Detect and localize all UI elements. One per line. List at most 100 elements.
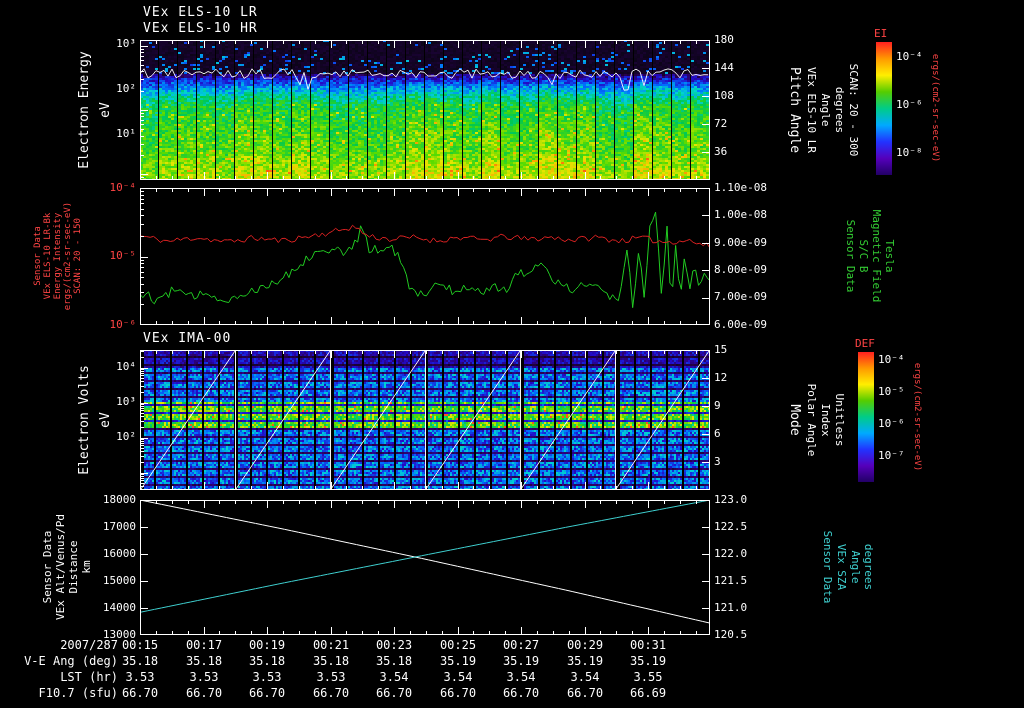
intensity-bfield-plot-canvas xyxy=(140,188,710,325)
colorbar2-tick: 10⁻⁷ xyxy=(878,449,905,462)
p4-yaxis-label: VEx Alt/Venus/Pd xyxy=(54,514,67,620)
p2-y2tick: 9.00e-09 xyxy=(714,236,767,249)
time-label: 00:27 xyxy=(502,638,540,652)
p4-y2tick: 122.5 xyxy=(714,520,748,533)
annotation-value: 35.18 xyxy=(121,654,159,668)
p1-y2axis-label: VEx ELS-10 LR xyxy=(805,66,818,154)
p2-y2axis-label: Sensor Data xyxy=(844,219,857,293)
p2-yaxis-label: Sensor Data xyxy=(33,226,43,286)
p4-ytick: 14000 xyxy=(102,601,136,614)
p1-ytick: 10² xyxy=(116,82,136,95)
annotation-value: 66.70 xyxy=(439,686,477,700)
time-label: 00:19 xyxy=(248,638,286,652)
p3-y2tick: 6 xyxy=(714,427,721,440)
time-label: 00:31 xyxy=(629,638,667,652)
annotation-value: 35.19 xyxy=(439,654,477,668)
annotation-value: 35.18 xyxy=(248,654,286,668)
p4-ytick: 13000 xyxy=(102,628,136,641)
p2-y2axis-label: S/C B xyxy=(857,239,870,273)
annotation-value: 3.55 xyxy=(633,670,663,684)
annotation-value: 35.19 xyxy=(566,654,604,668)
annotation-value: 66.70 xyxy=(502,686,540,700)
p2-y2tick: 7.00e-09 xyxy=(714,290,767,303)
p1-y2tick: 36 xyxy=(714,145,728,158)
annotation-value: 3.54 xyxy=(443,670,473,684)
colorbar1-title: EI xyxy=(874,27,888,40)
annotation-value: 35.19 xyxy=(629,654,667,668)
panel3-title: VEx IMA-00 xyxy=(143,331,232,346)
time-label: 00:15 xyxy=(121,638,159,652)
colorbar2 xyxy=(858,352,874,482)
els-spectrogram-canvas xyxy=(140,40,710,180)
annotation-value: 3.53 xyxy=(252,670,282,684)
annotation-value: 3.54 xyxy=(506,670,536,684)
annotation-value: 35.18 xyxy=(375,654,413,668)
p2-yaxis-label: SCAN: 20 - 150 xyxy=(73,218,83,294)
p2-yaxis-label: Energy Intensity xyxy=(53,212,63,300)
p4-y2tick: 121.5 xyxy=(714,574,748,587)
time-label: 00:17 xyxy=(185,638,223,652)
panel1-title-hr: VEx ELS-10 HR xyxy=(143,21,258,36)
time-label: 00:21 xyxy=(312,638,350,652)
annotation-row-label: V-E Ang (deg) xyxy=(24,654,118,668)
p3-yaxis-unit: eV xyxy=(98,412,113,428)
p2-ytick: 10⁻⁵ xyxy=(109,249,137,262)
p3-y2tick: 15 xyxy=(714,343,728,356)
annotation-value: 3.53 xyxy=(125,670,155,684)
annotation-value: 35.18 xyxy=(312,654,350,668)
colorbar1-tick: 10⁻⁴ xyxy=(896,50,923,63)
p3-yaxis-label: Electron Volts xyxy=(77,365,92,475)
annotation-value: 66.70 xyxy=(185,686,223,700)
annotation-row-label: F10.7 (sfu) xyxy=(38,686,118,700)
colorbar1 xyxy=(876,42,892,175)
p3-y2axis-label: Unitless xyxy=(833,393,846,447)
p4-y2axis-label: VEx SZA xyxy=(835,543,848,591)
annotation-value: 66.70 xyxy=(248,686,286,700)
annotation-value: 66.70 xyxy=(375,686,413,700)
annotation-value: 3.54 xyxy=(570,670,600,684)
p1-y2tick: 180 xyxy=(714,33,734,46)
colorbar1-tick: 10⁻⁶ xyxy=(896,98,923,111)
p1-y2axis-label: SCAN: 20 - 300 xyxy=(847,63,860,157)
annotation-value: 35.18 xyxy=(185,654,223,668)
annotation-value: 35.19 xyxy=(502,654,540,668)
p1-y2tick: 108 xyxy=(714,89,734,102)
p4-yaxis-label: Sensor Data xyxy=(41,530,54,604)
p3-y2tick: 3 xyxy=(714,455,721,468)
date-label: 2007/287 xyxy=(60,638,118,652)
annotation-value: 3.53 xyxy=(189,670,219,684)
p4-y2tick: 123.0 xyxy=(714,493,748,506)
annotation-value: 66.70 xyxy=(121,686,159,700)
p1-y2axis-label: degrees xyxy=(833,86,846,134)
colorbar2-tick: 10⁻⁴ xyxy=(878,353,905,366)
annotation-value: 3.53 xyxy=(316,670,346,684)
p1-y2axis-label: Angle xyxy=(819,93,832,127)
annotation-row-label: LST (hr) xyxy=(60,670,118,684)
p4-y2axis-label: degrees xyxy=(862,543,875,591)
p2-y2tick: 1.10e-08 xyxy=(714,181,767,194)
p2-y2tick: 1.00e-08 xyxy=(714,208,767,221)
p4-y2tick: 121.0 xyxy=(714,601,748,614)
p2-y2tick: 8.00e-09 xyxy=(714,263,767,276)
p2-y2axis-label: Tesla xyxy=(883,239,896,273)
p1-y2axis-label: Pitch Angle xyxy=(787,66,802,154)
p3-y2axis-label: Mode xyxy=(787,404,802,436)
p4-yaxis-label: km xyxy=(80,560,93,574)
p1-y2tick: 72 xyxy=(714,117,728,130)
annotation-value: 66.69 xyxy=(629,686,667,700)
p4-ytick: 18000 xyxy=(102,493,136,506)
p2-yaxis-label: ergs/(cm2-sr-sec-eV) xyxy=(63,201,73,311)
p1-yaxis-label: Electron Energy xyxy=(77,51,92,169)
p2-y2axis-label: Magnetic Field xyxy=(870,209,883,303)
colorbar2-tick: 10⁻⁶ xyxy=(878,417,905,430)
time-label: 00:29 xyxy=(566,638,604,652)
p1-yaxis-unit: eV xyxy=(98,102,113,118)
p3-ytick: 10³ xyxy=(116,395,136,408)
p4-ytick: 17000 xyxy=(102,520,136,533)
colorbar1-unit-label: ergs/(cm2-sr-sec-eV) xyxy=(930,53,940,163)
annotation-value: 66.70 xyxy=(566,686,604,700)
p4-ytick: 15000 xyxy=(102,574,136,587)
p2-ytick: 10⁻⁴ xyxy=(109,181,137,194)
p2-y2tick: 6.00e-09 xyxy=(714,318,767,331)
